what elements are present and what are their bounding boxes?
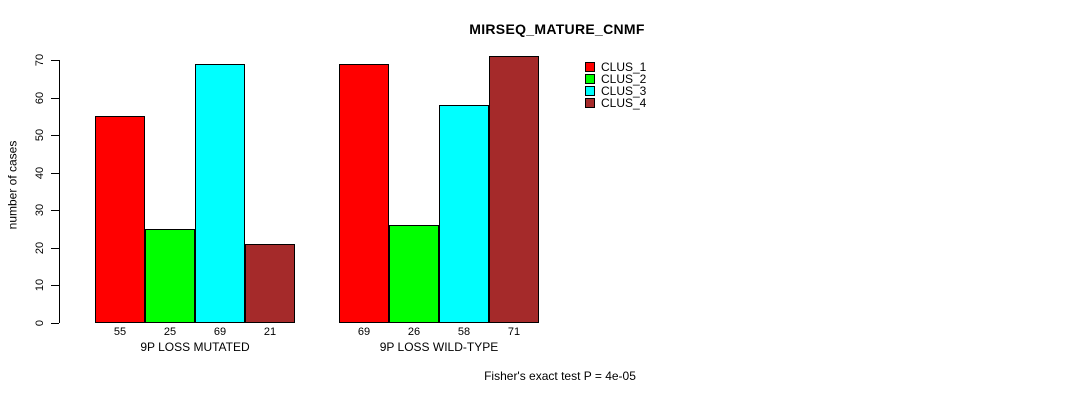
bar-value-label: 58 bbox=[457, 326, 471, 338]
y-axis-tick bbox=[51, 210, 59, 211]
y-axis-tick bbox=[51, 323, 59, 324]
chart-title: MIRSEQ_MATURE_CNMF bbox=[469, 21, 645, 37]
y-axis-tick-label-text: 20 bbox=[34, 241, 46, 255]
bar-value-label: 21 bbox=[263, 326, 277, 338]
y-axis-tick-label: 0 bbox=[32, 303, 48, 343]
legend-swatch-icon bbox=[585, 86, 595, 96]
y-axis-tick-label: 40 bbox=[32, 153, 48, 193]
bar-clus_2-group1 bbox=[145, 229, 195, 323]
legend-item-clus_3: CLUS_3 bbox=[585, 84, 647, 98]
y-axis-tick-label: 20 bbox=[32, 228, 48, 268]
y-axis-tick-label-text: 30 bbox=[34, 203, 46, 217]
group-label: 9P LOSS MUTATED bbox=[140, 340, 250, 354]
y-axis-tick-label-text: 40 bbox=[34, 166, 46, 180]
bar-clus_3-group2 bbox=[439, 105, 489, 323]
y-axis-tick-label: 10 bbox=[32, 265, 48, 305]
y-axis-title: number of cases bbox=[4, 55, 20, 315]
group-label: 9P LOSS WILD-TYPE bbox=[379, 340, 499, 354]
y-axis-tick bbox=[51, 248, 59, 249]
y-axis-tick-label: 30 bbox=[32, 190, 48, 230]
bar-value-label: 26 bbox=[407, 326, 421, 338]
y-axis-tick bbox=[51, 285, 59, 286]
y-axis-tick-label: 50 bbox=[32, 115, 48, 155]
legend-item-clus_4: CLUS_4 bbox=[585, 96, 647, 110]
y-axis-tick bbox=[51, 60, 59, 61]
bar-clus_4-group1 bbox=[245, 244, 295, 323]
stat-annotation: Fisher's exact test P = 4e-05 bbox=[484, 369, 636, 383]
legend: CLUS_1 CLUS_2 CLUS_3 CLUS_4 bbox=[585, 60, 647, 110]
bar-value-label: 69 bbox=[213, 326, 227, 338]
bar-clus_1-group1 bbox=[95, 116, 145, 323]
legend-item-clus_1: CLUS_1 bbox=[585, 60, 647, 74]
legend-label: CLUS_4 bbox=[601, 96, 647, 110]
bar-clus_4-group2 bbox=[489, 56, 539, 323]
legend-label: CLUS_1 bbox=[601, 60, 647, 74]
legend-label: CLUS_2 bbox=[601, 72, 647, 86]
bar-value-label: 55 bbox=[113, 326, 127, 338]
y-axis-tick-label-text: 70 bbox=[34, 53, 46, 67]
bar-value-label: 25 bbox=[163, 326, 177, 338]
legend-item-clus_2: CLUS_2 bbox=[585, 72, 647, 86]
bar-clus_3-group1 bbox=[195, 64, 245, 323]
y-axis-tick bbox=[51, 98, 59, 99]
y-axis-tick-label-text: 0 bbox=[34, 319, 46, 327]
bar-value-label: 71 bbox=[507, 326, 521, 338]
legend-swatch-icon bbox=[585, 62, 595, 72]
bar-clus_2-group2 bbox=[389, 225, 439, 323]
y-axis-tick-label-text: 60 bbox=[34, 91, 46, 105]
y-axis-line bbox=[59, 60, 60, 323]
y-axis-tick-label-text: 50 bbox=[34, 128, 46, 142]
y-axis-tick bbox=[51, 173, 59, 174]
y-axis-tick-label: 60 bbox=[32, 78, 48, 118]
bar-value-label: 69 bbox=[357, 326, 371, 338]
legend-swatch-icon bbox=[585, 98, 595, 108]
y-axis-tick-label: 70 bbox=[32, 40, 48, 80]
y-axis-title-text: number of cases bbox=[5, 140, 19, 230]
y-axis-tick-label-text: 10 bbox=[34, 278, 46, 292]
y-axis-tick bbox=[51, 135, 59, 136]
bar-clus_1-group2 bbox=[339, 64, 389, 323]
legend-swatch-icon bbox=[585, 74, 595, 84]
legend-label: CLUS_3 bbox=[601, 84, 647, 98]
